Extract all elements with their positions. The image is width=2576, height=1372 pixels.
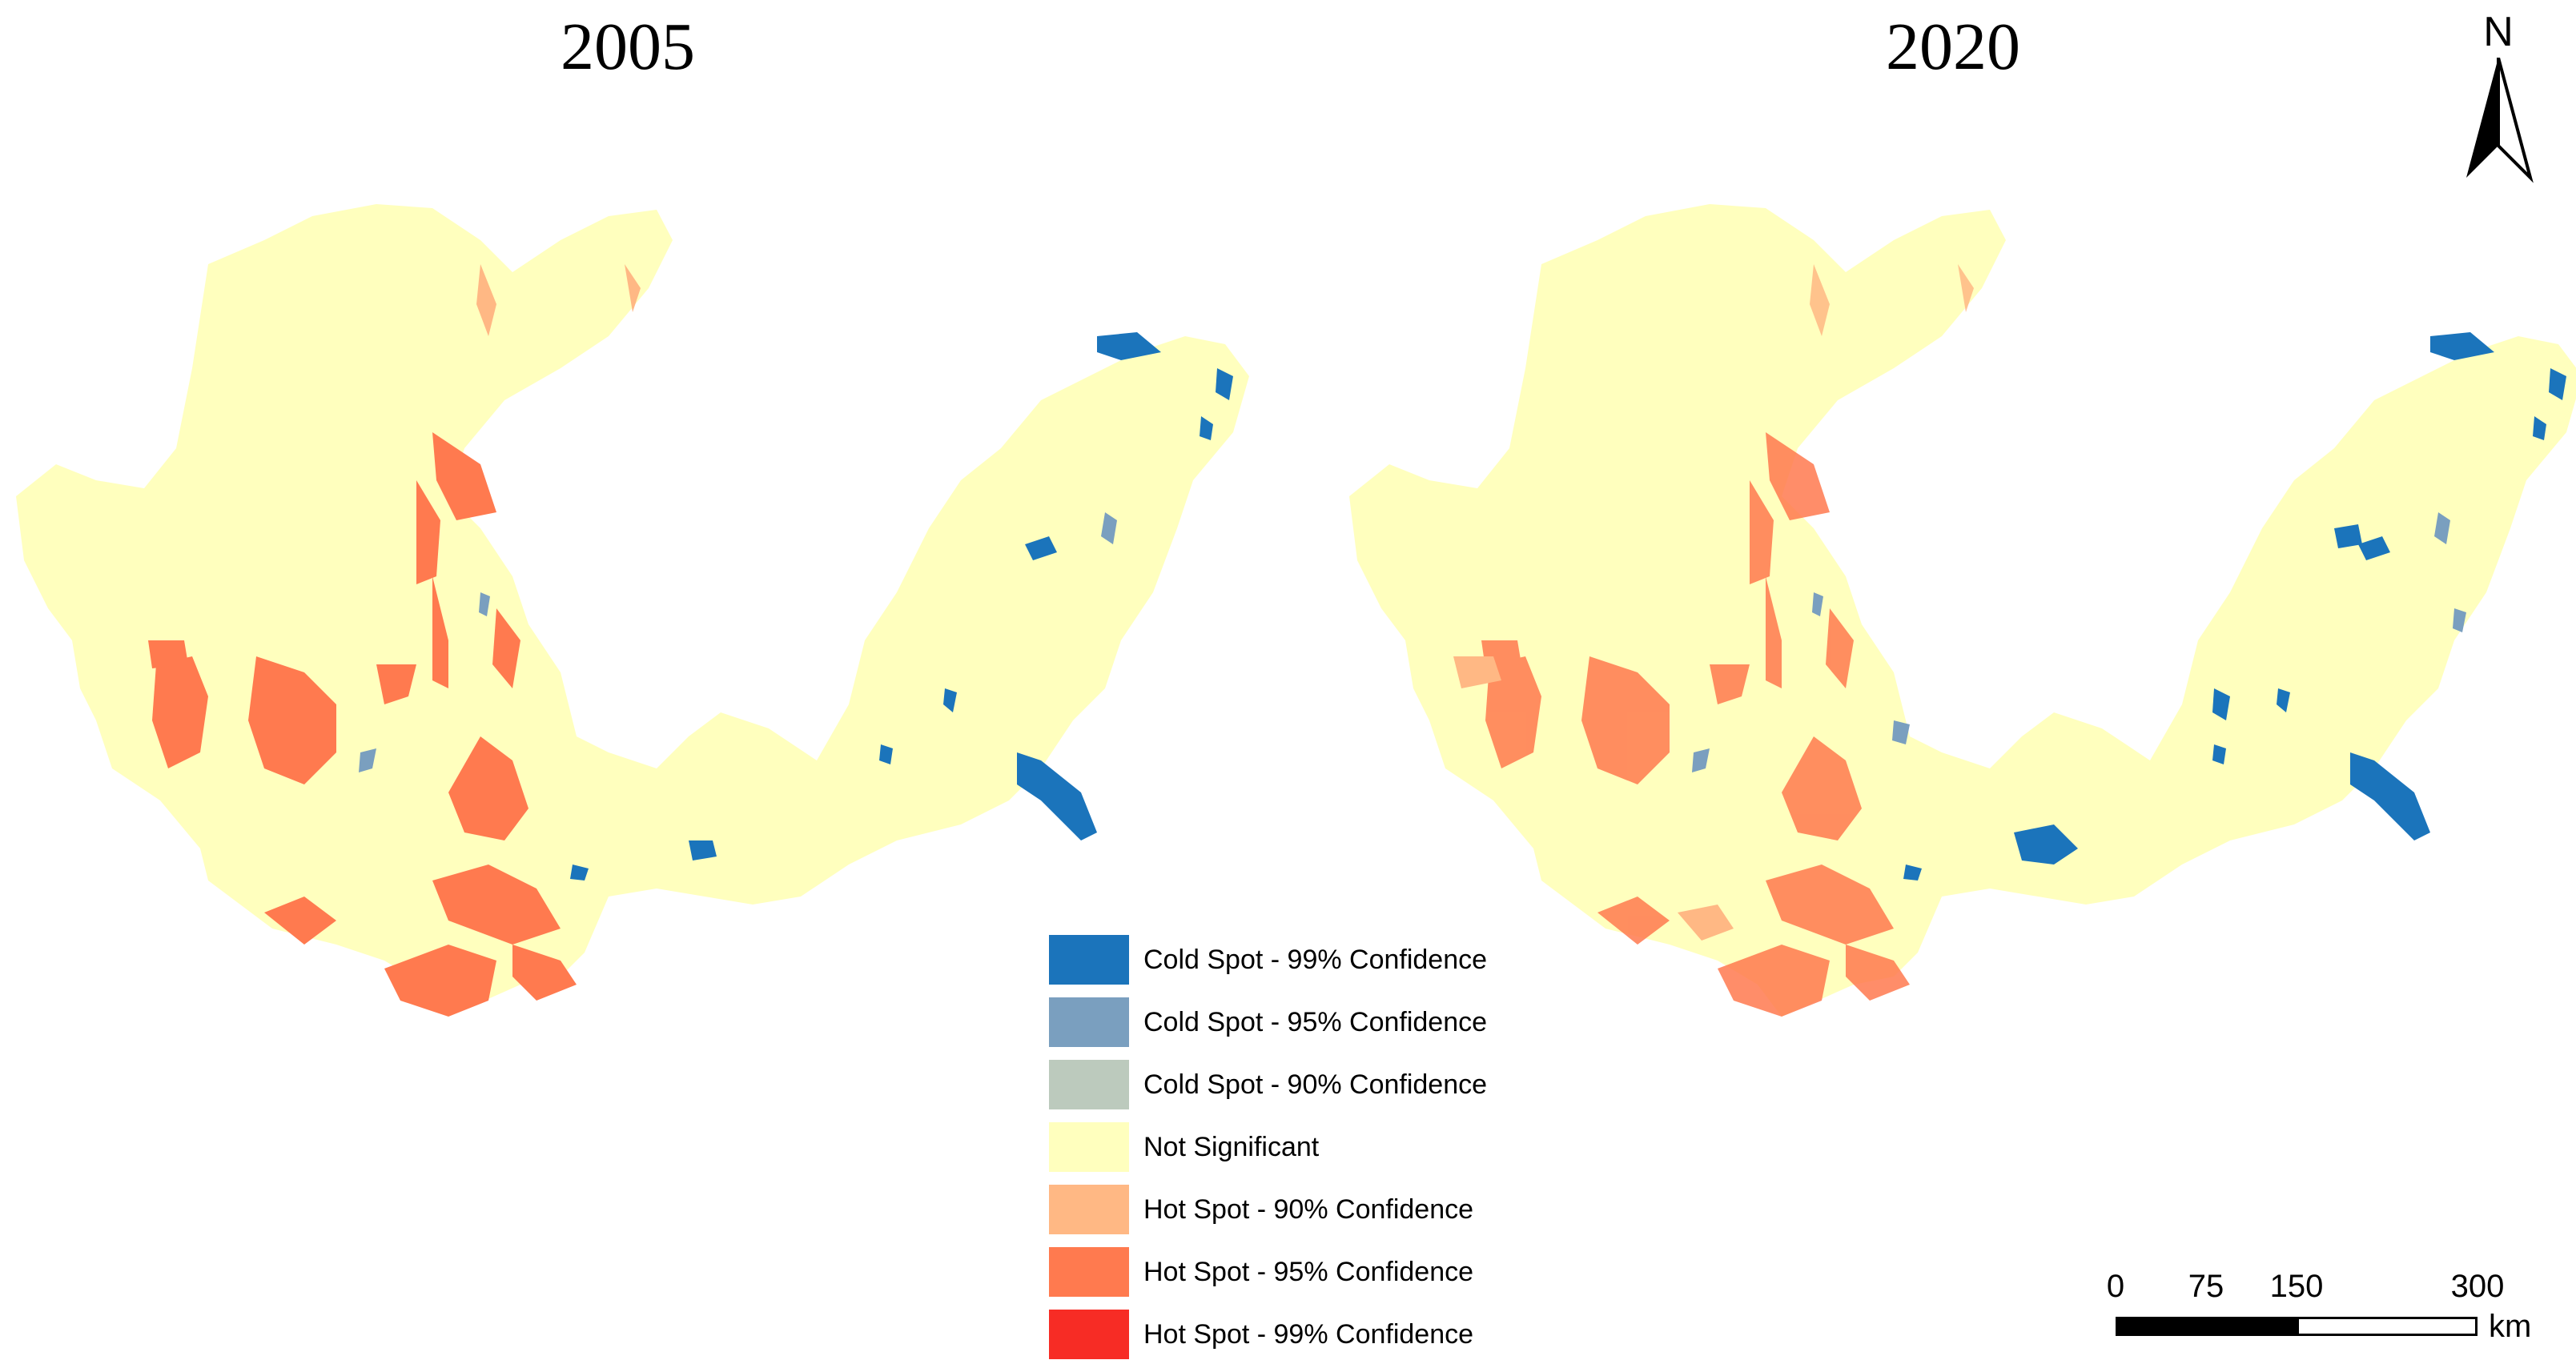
north-arrow: N xyxy=(2458,8,2538,184)
legend-item-cold-90: Cold Spot - 90% Confidence xyxy=(1049,1060,1561,1122)
scale-bar-white-segment xyxy=(2297,1317,2478,1336)
legend-swatch-cold-95 xyxy=(1049,997,1129,1047)
legend-label-hot-95: Hot Spot - 95% Confidence xyxy=(1143,1257,1474,1287)
north-arrow-icon xyxy=(2466,58,2534,183)
legend-label-cold-90: Cold Spot - 90% Confidence xyxy=(1143,1069,1488,1100)
legend-swatch-cold-99 xyxy=(1049,935,1129,985)
scale-tick-150: 150 xyxy=(2269,1269,2324,1304)
legend-swatch-hot-95 xyxy=(1049,1247,1129,1297)
scale-unit: km xyxy=(2489,1309,2532,1344)
legend-label-hot-90: Hot Spot - 90% Confidence xyxy=(1143,1194,1474,1225)
legend-item-hot-90: Hot Spot - 90% Confidence xyxy=(1049,1185,1561,1247)
map-title-2020: 2020 xyxy=(1886,10,2020,84)
legend-item-not-significant: Not Significant xyxy=(1049,1122,1561,1185)
legend-swatch-cold-90 xyxy=(1049,1060,1129,1109)
scale-tick-300: 300 xyxy=(2450,1269,2505,1304)
map-2020 xyxy=(1349,204,2576,1017)
legend-item-cold-99: Cold Spot - 99% Confidence xyxy=(1049,935,1561,997)
map-title-2005: 2005 xyxy=(561,10,695,84)
legend-item-hot-99: Hot Spot - 99% Confidence xyxy=(1049,1310,1561,1372)
scale-tick-0: 0 xyxy=(2106,1269,2125,1304)
legend-swatch-hot-90 xyxy=(1049,1185,1129,1234)
legend-label-cold-95: Cold Spot - 95% Confidence xyxy=(1143,1007,1488,1037)
legend-swatch-not-significant xyxy=(1049,1122,1129,1172)
legend-item-cold-95: Cold Spot - 95% Confidence xyxy=(1049,997,1561,1060)
scale-tick-75: 75 xyxy=(2188,1269,2224,1304)
legend-item-hot-95: Hot Spot - 95% Confidence xyxy=(1049,1247,1561,1310)
map-legend: Cold Spot - 99% Confidence Cold Spot - 9… xyxy=(1049,935,1561,1372)
north-arrow-label: N xyxy=(2483,9,2514,55)
legend-swatch-hot-99 xyxy=(1049,1310,1129,1359)
legend-label-not-significant: Not Significant xyxy=(1143,1132,1320,1162)
scale-bar-black-segment xyxy=(2116,1317,2297,1336)
legend-label-cold-99: Cold Spot - 99% Confidence xyxy=(1143,945,1488,975)
legend-label-hot-99: Hot Spot - 99% Confidence xyxy=(1143,1319,1474,1350)
map-2005 xyxy=(16,204,1249,1017)
scale-bar: 0 75 150 300 km xyxy=(2106,1269,2554,1357)
